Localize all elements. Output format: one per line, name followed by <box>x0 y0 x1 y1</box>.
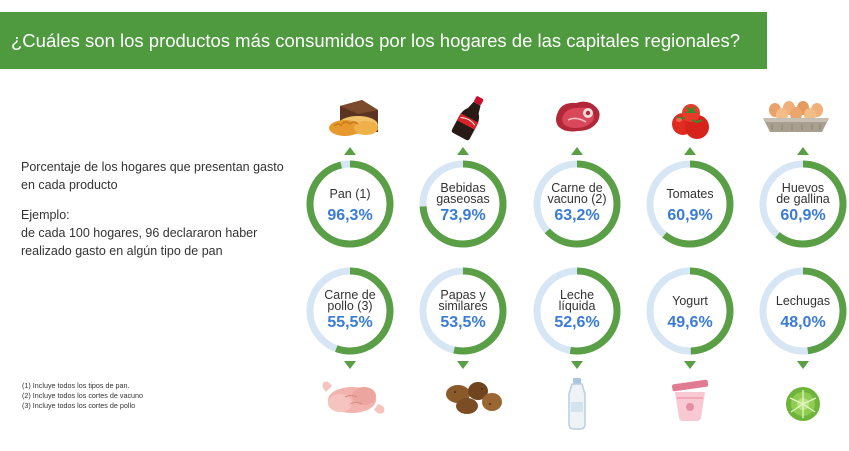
donut-value-arc <box>759 267 847 355</box>
arrow-up <box>571 147 583 155</box>
item-label: Pan (1) <box>330 187 371 201</box>
donut-item: Lechugas 48,0% <box>759 267 847 369</box>
soda-bottle-icon <box>451 96 484 141</box>
arrow-down <box>571 361 583 369</box>
item-value-label: 60,9% <box>780 207 825 224</box>
arrow-down <box>457 361 469 369</box>
arrow-up <box>457 147 469 155</box>
donut-item: Tomates 60,9% <box>646 147 734 248</box>
item-value-label: 55,5% <box>327 314 372 331</box>
item-label: Tomates <box>666 187 713 201</box>
arrow-up <box>344 147 356 155</box>
chart-title: ¿Cuáles son los productos más consumidos… <box>11 30 741 51</box>
item-label: Lechugas <box>776 294 830 308</box>
steak-icon <box>556 101 600 132</box>
donut-value-arc <box>533 267 621 355</box>
item-label: Carne de <box>551 181 602 195</box>
raw-chicken-icon <box>322 381 385 414</box>
donut-value-arc <box>419 267 507 355</box>
donut-value-arc <box>759 160 847 248</box>
footnote-3: (3) Incluye todos los cortes de pollo <box>22 401 136 410</box>
item-label: Huevos <box>782 181 824 195</box>
item-value-label: 73,9% <box>440 207 485 224</box>
footnotes: (1) Incluye todos los tipos de pan. (2) … <box>22 381 143 411</box>
arrow-down <box>684 361 696 369</box>
donut-value-arc <box>306 160 394 248</box>
description-block: Porcentaje de los hogares que presentan … <box>21 158 291 272</box>
example-text: de cada 100 hogares, 96 declararon haber… <box>21 226 258 258</box>
item-value-label: 49,6% <box>667 314 712 331</box>
item-value-label: 60,9% <box>667 207 712 224</box>
item-value-label: 52,6% <box>554 314 599 331</box>
arrow-down <box>797 361 809 369</box>
donut-value-arc <box>306 267 394 355</box>
item-label: de gallina <box>776 192 830 206</box>
item-label: vacuno (2) <box>547 192 606 206</box>
arrow-up <box>684 147 696 155</box>
item-label: Bebidas <box>440 181 485 195</box>
item-value-label: 48,0% <box>780 314 825 331</box>
arrow-down <box>344 361 356 369</box>
item-value-label: 96,3% <box>327 207 372 224</box>
item-value-label: 53,5% <box>440 314 485 331</box>
item-label: similares <box>438 299 487 313</box>
donut-item: Yogurt 49,6% <box>646 267 734 369</box>
item-label: gaseosas <box>436 192 490 206</box>
item-label: pollo (3) <box>327 299 372 313</box>
donut-value-arc <box>646 267 734 355</box>
food-icons <box>322 96 829 430</box>
donut-item: Pan (1) 96,3% <box>306 147 394 248</box>
item-label: Carne de <box>324 288 375 302</box>
item-label: líquida <box>559 299 596 313</box>
item-label: Papas y <box>440 288 486 302</box>
description-text: Porcentaje de los hogares que presentan … <box>21 160 284 192</box>
item-label: Yogurt <box>672 294 708 308</box>
title-banner: ¿Cuáles son los productos más consumidos… <box>0 12 767 69</box>
milk-bottle-icon <box>568 378 586 430</box>
footnote-2: (2) Incluye todos los cortes de vacuno <box>22 391 144 400</box>
item-label: Leche <box>560 288 594 302</box>
example-title: Ejemplo: <box>21 208 70 222</box>
arrow-up <box>797 147 809 155</box>
potatoes-icon <box>446 382 502 414</box>
item-value-label: 63,2% <box>554 207 599 224</box>
yogurt-cup-icon <box>672 379 709 421</box>
lettuce-icon <box>786 387 820 421</box>
donut-value-arc <box>533 160 621 248</box>
donut-value-arc <box>419 160 507 248</box>
donut-value-arc <box>646 160 734 248</box>
tomatoes-icon <box>672 104 709 139</box>
footnote-1: (1) Incluye todos los tipos de pan. <box>22 381 130 390</box>
eggs-icon <box>763 101 829 132</box>
bread-icon <box>329 100 378 136</box>
